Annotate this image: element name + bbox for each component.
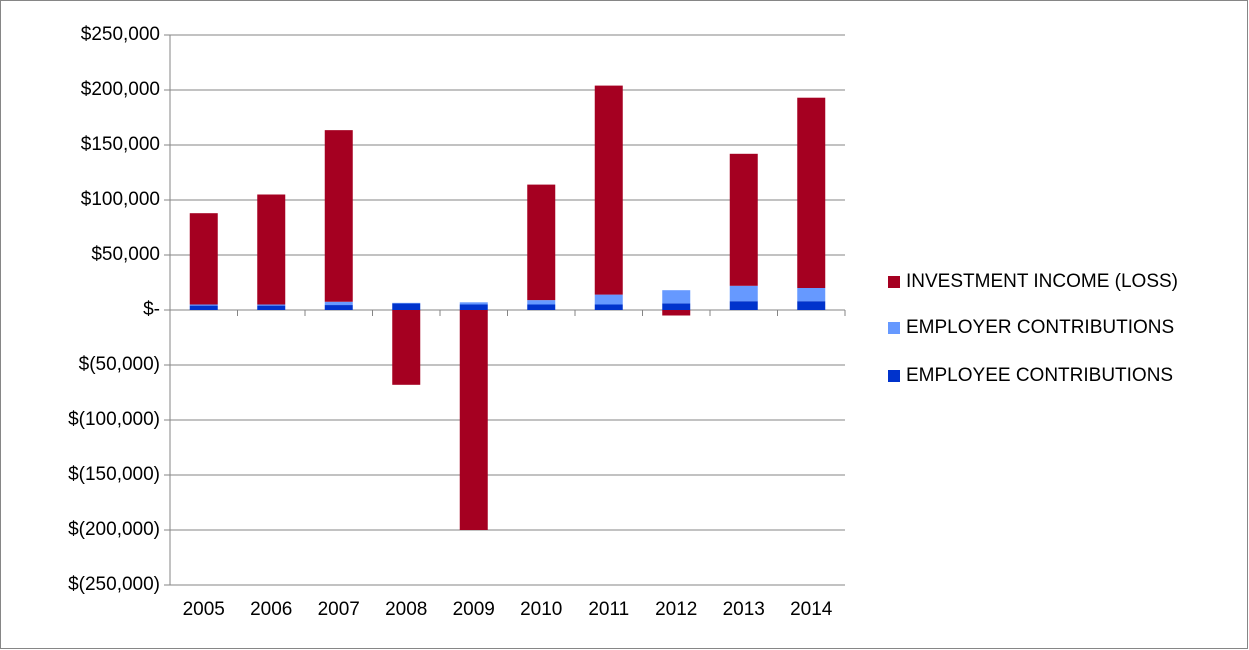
x-tick-label: 2011 — [588, 599, 629, 620]
bar-segment — [662, 310, 691, 316]
bar-segment — [392, 303, 421, 310]
y-tick-label: $(150,000) — [68, 464, 160, 485]
bar-segment — [257, 304, 286, 306]
y-tick-label: $(100,000) — [68, 409, 160, 430]
bar-segment — [257, 194, 286, 305]
bar-segment — [392, 310, 421, 385]
bar-segment — [797, 301, 826, 310]
y-tick-label: $200,000 — [81, 79, 160, 100]
bar-segment — [662, 303, 691, 310]
y-tick-label: $(50,000) — [79, 354, 160, 375]
bar-segment — [594, 304, 623, 310]
y-tick-label: $(250,000) — [68, 574, 160, 595]
legend-swatch — [888, 276, 900, 288]
y-tick-label: $100,000 — [81, 189, 160, 210]
bar-segment — [594, 294, 623, 305]
x-tick-label: 2005 — [183, 599, 225, 620]
y-tick-label: $150,000 — [81, 134, 160, 155]
x-tick-label: 2012 — [655, 599, 697, 620]
bar-segment — [189, 213, 218, 305]
legend-swatch — [888, 370, 900, 382]
bar-segment — [459, 302, 488, 305]
bar-segment — [729, 285, 758, 302]
x-tick-label: 2014 — [790, 599, 833, 620]
bar-segment — [324, 130, 353, 302]
x-tick-label: 2007 — [318, 599, 360, 620]
bar-segment — [459, 304, 488, 310]
bar-segment — [527, 184, 556, 301]
bar-segment — [527, 304, 556, 310]
x-tick-label: 2006 — [250, 599, 292, 620]
legend-label: EMPLOYEE CONTRIBUTIONS — [906, 365, 1173, 386]
bar-segment — [459, 310, 488, 530]
bar-segment — [527, 300, 556, 305]
bar-segment — [594, 85, 623, 295]
bar-segment — [257, 305, 286, 310]
y-tick-label: $250,000 — [81, 24, 160, 45]
y-tick-label: $(200,000) — [68, 519, 160, 540]
y-tick-label: $50,000 — [91, 244, 160, 265]
bar-segment — [797, 97, 826, 288]
bar-segment — [324, 301, 353, 306]
y-tick-label: $- — [143, 299, 160, 320]
legend-label: EMPLOYER CONTRIBUTIONS — [906, 317, 1174, 338]
bar-segment — [324, 305, 353, 310]
bar-segment — [797, 288, 826, 302]
x-tick-label: 2009 — [453, 599, 495, 620]
x-tick-label: 2013 — [723, 599, 765, 620]
legend-label: INVESTMENT INCOME (LOSS) — [906, 271, 1178, 292]
bar-segment — [189, 305, 218, 310]
bar-segment — [392, 302, 421, 304]
legend-swatch — [888, 322, 900, 334]
bar-segment — [189, 304, 218, 306]
bar-segment — [729, 301, 758, 310]
bar-segment — [729, 153, 758, 286]
x-tick-label: 2008 — [385, 599, 427, 620]
bar-segment — [662, 290, 691, 304]
x-tick-label: 2010 — [520, 599, 562, 620]
